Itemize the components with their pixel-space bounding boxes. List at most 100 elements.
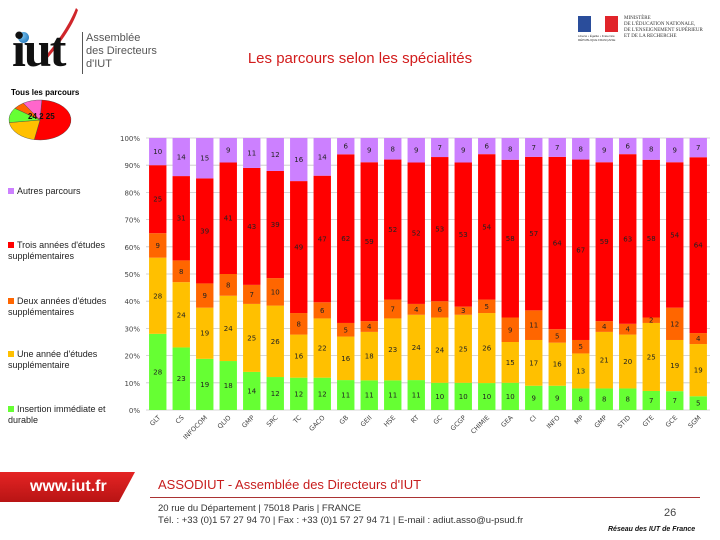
bar-value-label: 6 [485,143,490,151]
bar-segment [501,382,519,410]
bar-value-label: 8 [508,145,512,153]
bar-segment [501,342,519,383]
x-tick-label: CS [174,414,186,426]
bar-segment [360,162,378,322]
bar-segment [666,138,684,163]
bar-value-label: 24 [224,325,233,333]
x-tick-label: GCE [664,414,679,429]
bar-value-label: 64 [553,240,562,248]
ministry-line: DE L'ÉDUCATION NATIONALE, [624,22,696,27]
footer-url-link[interactable]: www.iut.fr [30,478,107,495]
bar-value-label: 8 [579,145,583,153]
bar-segment [407,380,425,410]
bar-value-label: 11 [388,392,397,400]
bar-segment [689,157,707,334]
x-tick-label: SRC [265,413,280,428]
x-tick-label: GMP [593,414,609,430]
bar-segment [266,305,284,378]
bar-value-label: 53 [459,231,468,239]
x-tick-label: QLIO [216,414,233,431]
bar-value-label: 57 [529,230,538,238]
bar-segment [219,274,237,296]
bar-value-label: 5 [485,303,489,311]
bar-value-label: 4 [414,306,419,314]
bar-segment [196,138,214,179]
bar-segment [525,385,543,410]
bar-segment [313,318,331,378]
bar-value-label: 14 [318,153,327,161]
iut-logo: iut Assemblée des Directeurs d'IUT [10,6,157,76]
ministry-line: ET DE LA RECHERCHE [624,34,677,39]
bar-value-label: 24 [435,347,444,355]
x-tick-label: STID [616,414,632,430]
x-tick-label: GB [338,414,350,426]
pie-slice [22,99,43,121]
bar-segment [384,299,402,319]
bar-segment [689,138,707,158]
legend-label: Deux années d'études supplémentaires [8,296,107,317]
bar-value-label: 4 [602,323,607,331]
pie-chart: 24 2 25 [8,99,72,141]
bar-segment [149,333,167,410]
bar-segment [478,138,496,155]
bar-segment [313,175,331,303]
bar-value-label: 7 [649,397,653,405]
bar-segment [172,347,190,410]
bar-value-label: 10 [459,393,468,401]
bar-segment [454,162,472,307]
bar-segment [595,162,613,322]
footer-organization: ASSODIUT - Assemblée des Directeurs d'IU… [158,477,422,492]
pie-slice [34,99,72,141]
page-title: Les parcours selon les spécialités [247,50,473,67]
footer-address-line: 20 rue du Département | 75018 Paris | FR… [158,503,361,514]
bar-value-label: 7 [438,144,442,152]
bar-segment [360,331,378,381]
bar-value-label: 9 [156,242,160,250]
ministry-logo: Liberté • Égalité • Fraternité RÉPUBLIQU… [578,16,718,42]
bar-segment [407,162,425,304]
bar-value-label: 10 [271,288,280,296]
bar-value-label: 24 [412,344,421,352]
bar-value-label: 54 [670,231,679,239]
logo-dot-icon [18,32,29,43]
legend-label: Insertion immédiate et durable [8,404,106,425]
bar-value-label: 18 [224,382,233,390]
bar-segment [642,322,660,391]
bar-segment [290,138,308,182]
bar-segment [642,159,660,318]
x-tick-label: MP [573,414,585,426]
bar-segment [196,178,214,284]
bar-value-label: 4 [626,326,631,334]
bar-segment [619,323,637,335]
bar-segment [290,377,308,410]
bar-segment [548,342,566,386]
bar-segment [501,317,519,342]
bar-value-label: 16 [294,353,303,361]
bar-value-label: 18 [365,353,374,361]
bar-value-label: 25 [459,345,468,353]
bar-value-label: 3 [461,307,465,315]
bar-value-label: 16 [341,355,350,363]
bar-value-label: 9 [673,147,677,155]
bar-value-label: 25 [647,353,656,361]
pie-slice [9,119,41,140]
bar-segment [501,138,519,160]
bar-segment [595,321,613,332]
ministry-line: MINISTÈRE [624,16,651,21]
y-tick-label: 100% [120,135,140,143]
bar-segment [219,138,237,163]
bar-segment [548,329,566,343]
legend-item-autres: Autres parcours [8,186,118,197]
bar-value-label: 12 [294,390,303,398]
footer-url-tab[interactable] [0,472,135,502]
bar-value-label: 7 [532,144,536,152]
bar-segment [548,138,566,157]
bar-value-label: 49 [294,244,303,252]
bar-value-label: 47 [318,235,327,243]
y-tick-label: 80% [124,189,140,197]
bar-value-label: 7 [673,397,677,405]
bar-value-label: 41 [224,215,233,223]
bar-value-label: 11 [529,322,538,330]
bar-value-label: 9 [461,147,465,155]
bar-segment [266,377,284,410]
